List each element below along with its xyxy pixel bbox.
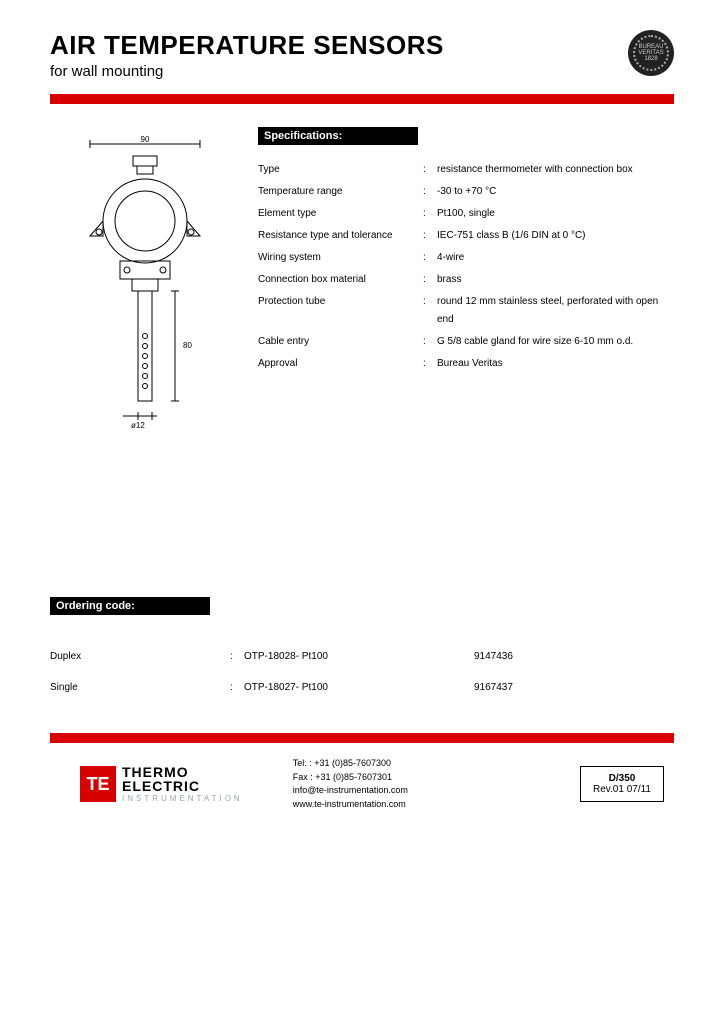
logo-text: THERMO ELECTRIC INSTRUMENTATION (122, 765, 243, 803)
spec-value: 4-wire (437, 249, 674, 267)
ordering-section: Ordering code: Duplex : OTP-18028- Pt100… (50, 596, 674, 693)
order-type: Duplex (50, 651, 230, 662)
sensor-drawing-icon: 90 (65, 136, 225, 436)
contact-tel: Tel. : +31 (0)85-7607300 (293, 757, 408, 771)
footer: TE THERMO ELECTRIC INSTRUMENTATION Tel. … (50, 757, 674, 811)
logo-line1b: ELECTRIC (122, 778, 200, 794)
spec-row: Wiring system : 4-wire (258, 249, 674, 267)
spec-row: Approval : Bureau Veritas (258, 355, 674, 373)
spec-key: Approval (258, 355, 423, 373)
spec-key: Protection tube (258, 293, 423, 329)
order-row: Single : OTP-18027- Pt100 9167437 (50, 682, 674, 693)
spec-value: Bureau Veritas (437, 355, 674, 373)
order-colon: : (230, 682, 244, 693)
spec-row: Type : resistance thermometer with conne… (258, 161, 674, 179)
spec-key: Cable entry (258, 333, 423, 351)
spec-row: Protection tube : round 12 mm stainless … (258, 293, 674, 329)
spec-value: Pt100, single (437, 205, 674, 223)
spec-colon: : (423, 227, 437, 245)
seal-inner-text: BUREAU VERITAS 1828 (633, 35, 669, 71)
spec-row: Connection box material : brass (258, 271, 674, 289)
logo-line2: INSTRUMENTATION (122, 795, 243, 803)
svg-text:ø12: ø12 (131, 421, 145, 430)
spec-value: round 12 mm stainless steel, perforated … (437, 293, 674, 329)
content-area: 90 (50, 126, 674, 436)
logo-mark-icon: TE (80, 766, 116, 802)
spec-row: Cable entry : G 5/8 cable gland for wire… (258, 333, 674, 351)
spec-colon: : (423, 183, 437, 201)
doc-rev: Rev.01 07/11 (593, 784, 651, 795)
spec-row: Element type : Pt100, single (258, 205, 674, 223)
spec-key: Temperature range (258, 183, 423, 201)
page-subtitle: for wall mounting (50, 63, 674, 80)
ordering-label: Ordering code: (50, 597, 210, 615)
svg-text:80: 80 (183, 341, 192, 350)
spec-key: Connection box material (258, 271, 423, 289)
header: AIR TEMPERATURE SENSORS for wall mountin… (50, 30, 674, 80)
contact-web: www.te-instrumentation.com (293, 798, 408, 812)
page-title: AIR TEMPERATURE SENSORS (50, 30, 674, 61)
contact-info: Tel. : +31 (0)85-7607300 Fax : +31 (0)85… (293, 757, 408, 811)
spec-value: brass (437, 271, 674, 289)
technical-drawing: 90 (50, 126, 240, 436)
spec-value: IEC-751 class B (1/6 DIN at 0 °C) (437, 227, 674, 245)
spec-colon: : (423, 271, 437, 289)
spec-colon: : (423, 205, 437, 223)
spec-key: Resistance type and tolerance (258, 227, 423, 245)
specifications-label: Specifications: (258, 127, 418, 145)
spec-colon: : (423, 161, 437, 179)
order-code: OTP-18027- Pt100 (244, 682, 474, 693)
spec-row: Temperature range : -30 to +70 °C (258, 183, 674, 201)
spec-colon: : (423, 333, 437, 351)
spec-key: Type (258, 161, 423, 179)
order-row: Duplex : OTP-18028- Pt100 9147436 (50, 651, 674, 662)
specifications-table: Type : resistance thermometer with conne… (258, 161, 674, 373)
spec-key: Wiring system (258, 249, 423, 267)
contact-email: info@te-instrumentation.com (293, 784, 408, 798)
top-red-bar (50, 94, 674, 104)
spec-value: resistance thermometer with connection b… (437, 161, 674, 179)
ordering-table: Duplex : OTP-18028- Pt100 9147436 Single … (50, 651, 674, 693)
order-code: OTP-18028- Pt100 (244, 651, 474, 662)
doc-code: D/350 (593, 773, 651, 784)
bureau-veritas-seal-icon: BUREAU VERITAS 1828 (628, 30, 674, 76)
svg-text:90: 90 (141, 136, 150, 144)
spec-value: -30 to +70 °C (437, 183, 674, 201)
company-logo: TE THERMO ELECTRIC INSTRUMENTATION (80, 765, 243, 803)
spec-value: G 5/8 cable gland for wire size 6-10 mm … (437, 333, 674, 351)
order-type: Single (50, 682, 230, 693)
spec-row: Resistance type and tolerance : IEC-751 … (258, 227, 674, 245)
spec-colon: : (423, 249, 437, 267)
spec-colon: : (423, 355, 437, 373)
document-code-box: D/350 Rev.01 07/11 (580, 766, 664, 802)
specifications-column: Specifications: Type : resistance thermo… (258, 126, 674, 436)
order-number: 9147436 (474, 651, 674, 662)
contact-fax: Fax : +31 (0)85-7607301 (293, 771, 408, 785)
spec-key: Element type (258, 205, 423, 223)
order-colon: : (230, 651, 244, 662)
spec-colon: : (423, 293, 437, 329)
order-number: 9167437 (474, 682, 674, 693)
bottom-red-bar (50, 733, 674, 743)
